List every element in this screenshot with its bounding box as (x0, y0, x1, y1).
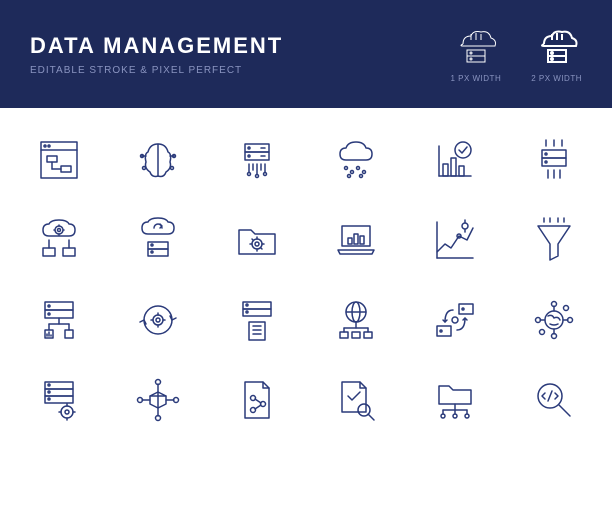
header-text: DATA MANAGEMENT EDITABLE STROKE & PIXEL … (30, 33, 450, 76)
cloud-rain-icon (327, 136, 384, 184)
line-chart-target-icon (426, 216, 483, 264)
brain-ai-icon (129, 136, 186, 184)
width-2px-label: 2 PX WIDTH (531, 74, 582, 83)
icon-grid (0, 108, 612, 452)
earth-nodes-icon (525, 296, 582, 344)
header-bar: DATA MANAGEMENT EDITABLE STROKE & PIXEL … (0, 0, 612, 108)
gear-cycle-icon (129, 296, 186, 344)
server-chart-icon (30, 296, 87, 344)
document-check-search-icon (327, 376, 384, 424)
width-1px-label: 1 PX WIDTH (450, 74, 501, 83)
server-output-icon (525, 136, 582, 184)
cube-nodes-icon (129, 376, 186, 424)
funnel-filter-icon (525, 216, 582, 264)
chart-check-icon (426, 136, 483, 184)
cloud-server-1px-icon (451, 26, 501, 66)
width-1px-demo: 1 PX WIDTH (450, 26, 501, 83)
width-2px-demo: 2 PX WIDTH (531, 26, 582, 83)
server-document-icon (228, 296, 285, 344)
server-gear-icon (30, 376, 87, 424)
flowchart-window-icon (30, 136, 87, 184)
server-data-icon (228, 136, 285, 184)
page-subtitle: EDITABLE STROKE & PIXEL PERFECT (30, 65, 450, 76)
cloud-server-2px-icon (532, 26, 582, 66)
laptop-chart-icon (327, 216, 384, 264)
page-title: DATA MANAGEMENT (30, 33, 450, 59)
folder-gear-icon (228, 216, 285, 264)
width-demos: 1 PX WIDTH 2 PX WIDTH (450, 26, 582, 83)
globe-network-icon (327, 296, 384, 344)
cloud-gear-sync-icon (30, 216, 87, 264)
server-sync-icon (426, 296, 483, 344)
cloud-server-refresh-icon (129, 216, 186, 264)
code-search-icon (525, 376, 582, 424)
folder-network-icon (426, 376, 483, 424)
document-share-icon (228, 376, 285, 424)
